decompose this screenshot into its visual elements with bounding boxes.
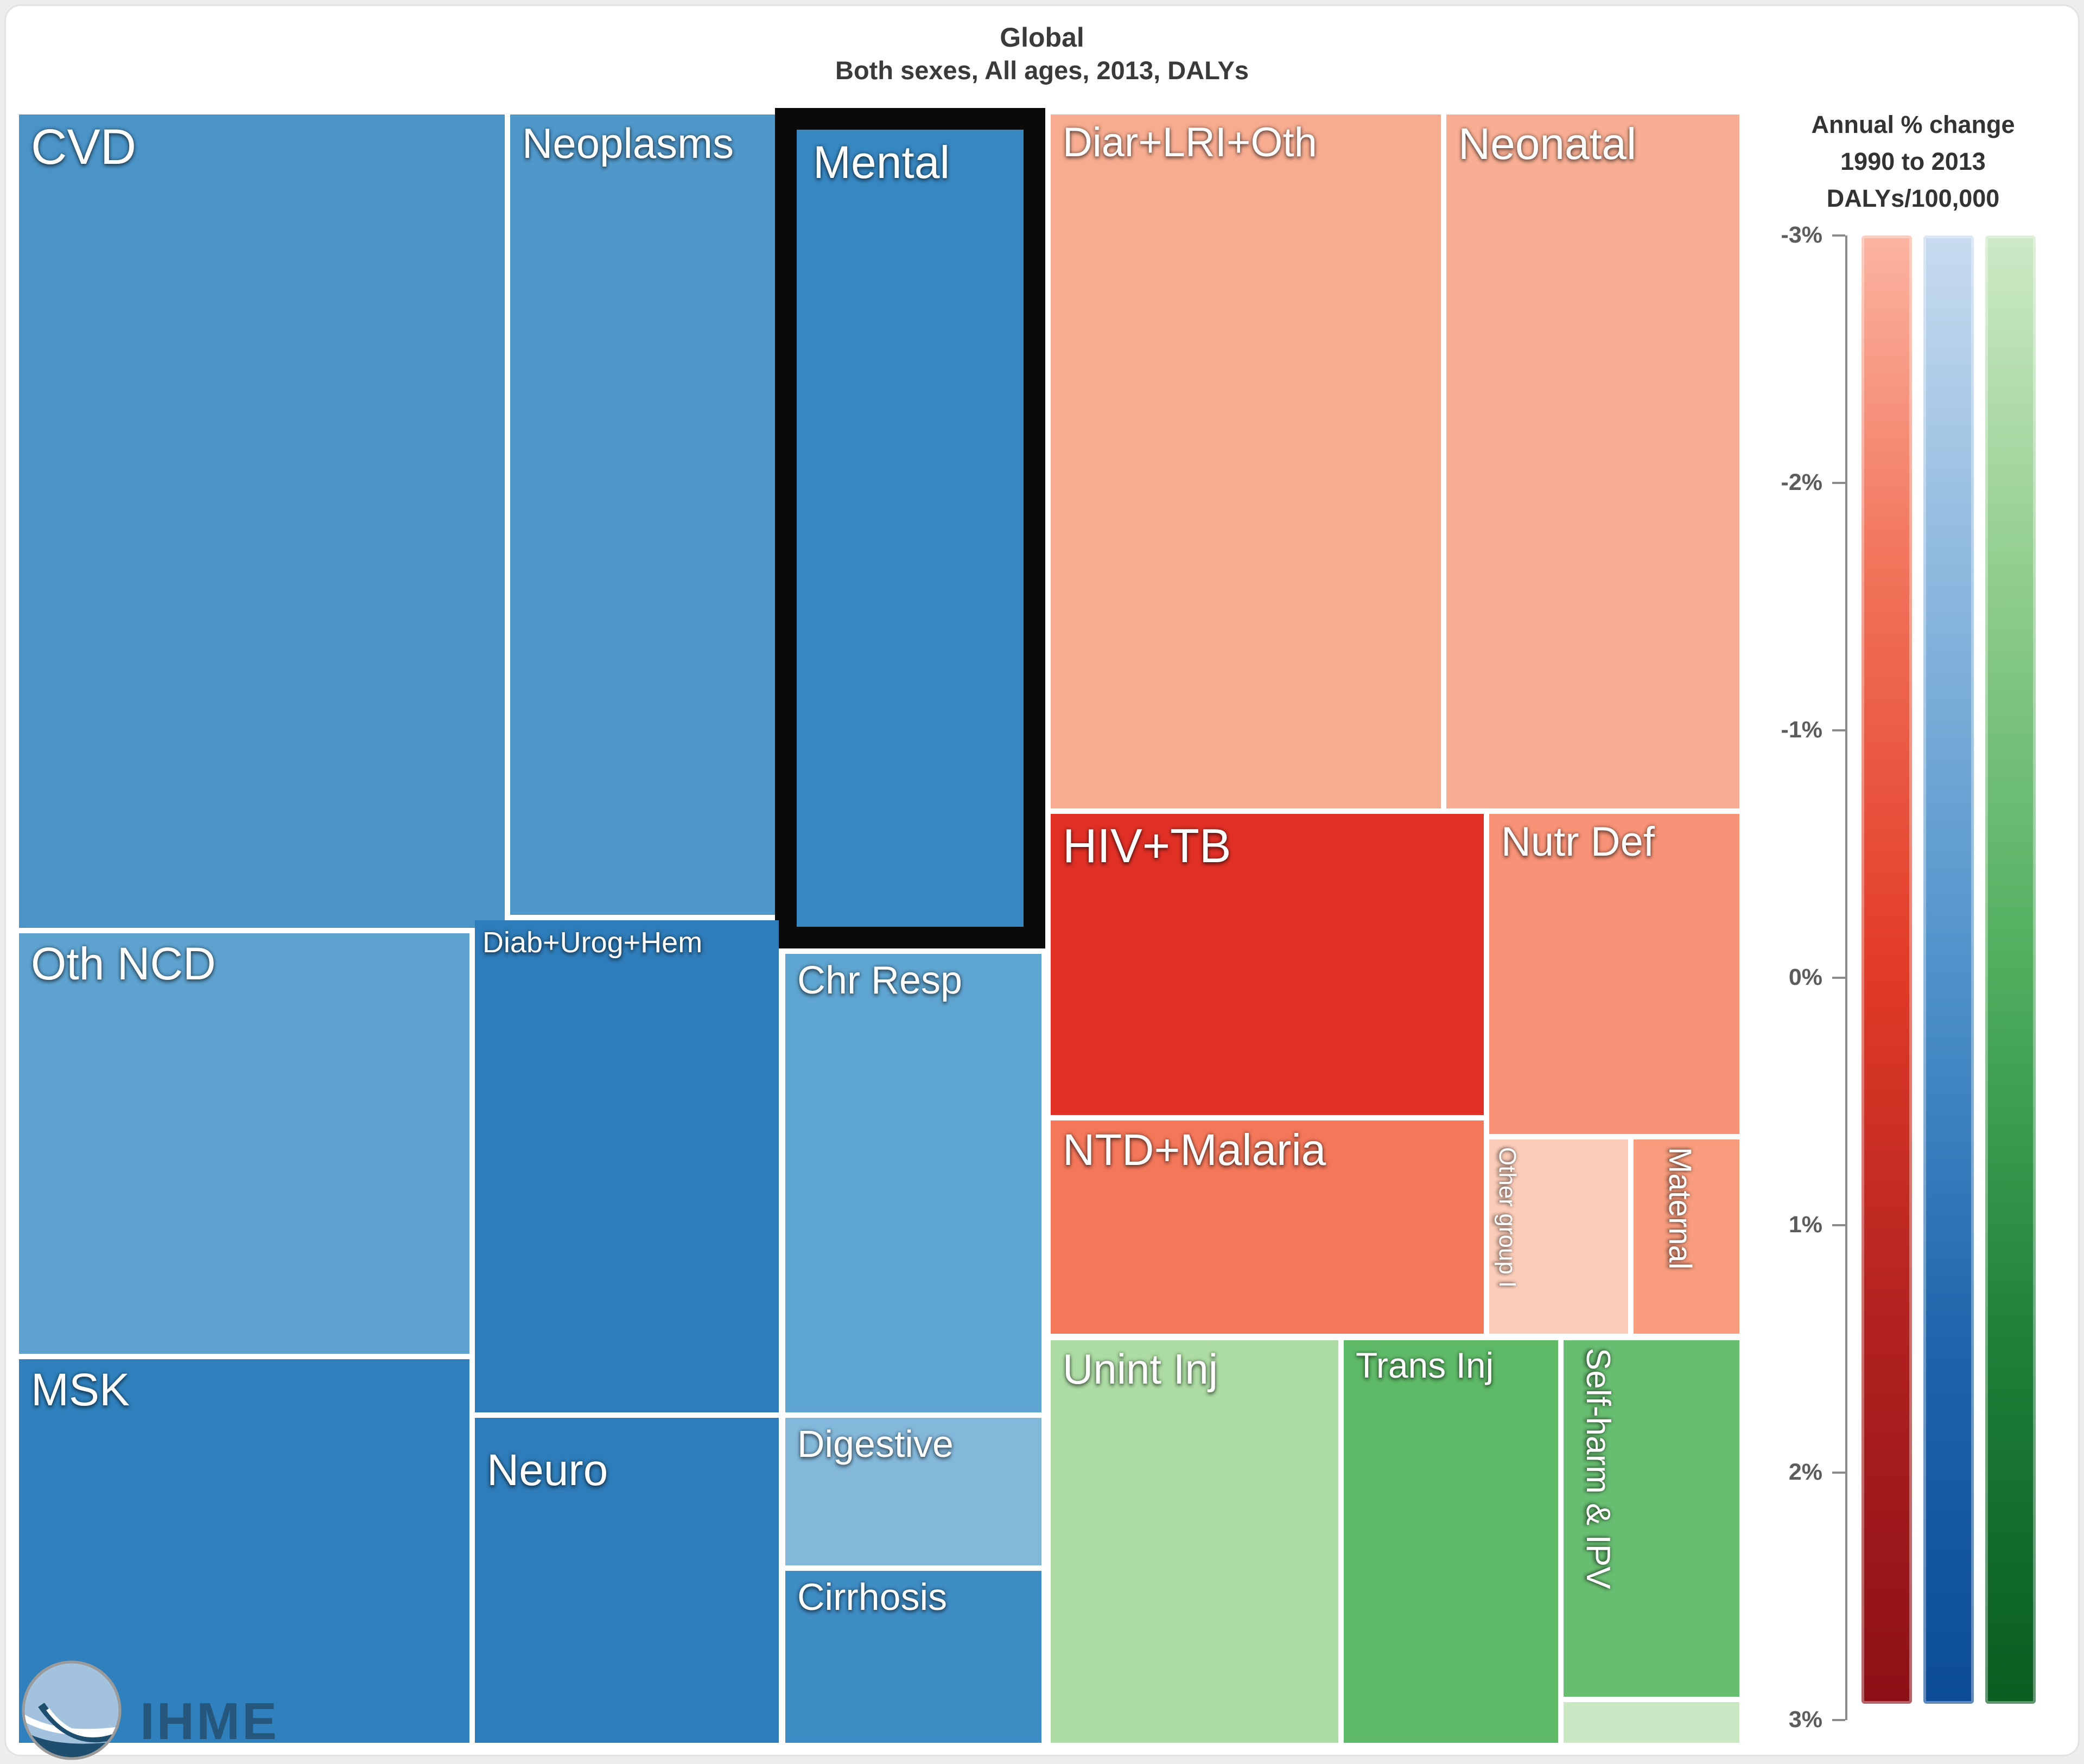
treemap-block-mental[interactable]: Mental [775, 108, 1045, 948]
treemap-block-label: Neonatal [1458, 119, 1637, 169]
legend-title: Annual % change 1990 to 2013 DALYs/100,0… [1761, 106, 2065, 217]
treemap-block-label: Cirrhosis [797, 1576, 948, 1618]
treemap-block-other-group-i[interactable]: Other group I [1489, 1139, 1628, 1334]
treemap-block-neonatal[interactable]: Neonatal [1446, 114, 1739, 808]
treemap-block-label: Trans Inj [1356, 1345, 1494, 1385]
legend-tick [1832, 977, 1845, 979]
treemap-block-label: Chr Resp [797, 959, 963, 1002]
treemap-block-diab-urog-hem[interactable]: Diab+Urog+Hem [475, 920, 779, 1412]
treemap-block-label: CVD [31, 119, 137, 175]
legend-tick-label: -1% [1781, 717, 1822, 743]
chart-title: Global [1000, 22, 1084, 53]
legend-bar-red-gradient [1861, 235, 1912, 1704]
legend-title-line-2: 1990 to 2013 [1840, 148, 1986, 175]
legend-tick-label: 0% [1788, 964, 1822, 990]
treemap-block-label: Oth NCD [31, 938, 216, 989]
legend-bar-green-gradient [1985, 235, 2036, 1704]
treemap-block-unint-inj[interactable]: Unint Inj [1051, 1340, 1338, 1743]
legend-title-line-1: Annual % change [1811, 111, 2015, 138]
treemap-block-cvd[interactable]: CVD [19, 114, 505, 928]
treemap-block-label: Other group I [1494, 1147, 1521, 1288]
treemap-block-label: Nutr Def [1501, 819, 1655, 865]
chart-title-block: Global Both sexes, All ages, 2013, DALYs [0, 21, 2084, 87]
legend-tick [1832, 1472, 1845, 1474]
treemap-block-label: NTD+Malaria [1063, 1125, 1326, 1175]
chart-subtitle: Both sexes, All ages, 2013, DALYs [835, 56, 1249, 85]
treemap-block-chr-resp[interactable]: Chr Resp [785, 954, 1041, 1412]
legend-tick [1832, 234, 1845, 237]
treemap-block-cirrhosis[interactable]: Cirrhosis [785, 1571, 1041, 1743]
legend-tick-label: 2% [1788, 1459, 1822, 1485]
treemap-block-maternal[interactable]: Maternal [1634, 1139, 1739, 1334]
treemap-block-label: Diab+Urog+Hem [482, 926, 703, 959]
treemap-block-label: HIV+TB [1063, 819, 1231, 873]
legend-title-line-3: DALYs/100,000 [1826, 184, 2000, 212]
treemap-block-label: Neuro [487, 1445, 608, 1495]
treemap-block-neuro[interactable]: Neuro [475, 1418, 779, 1743]
treemap-block-label: Self-harm & IPV [1579, 1348, 1617, 1589]
treemap-block-label: MSK [31, 1364, 130, 1415]
treemap-block-nutr-def[interactable]: Nutr Def [1489, 814, 1739, 1134]
treemap-block-label: Maternal [1662, 1147, 1698, 1270]
treemap-block-label: Digestive [797, 1423, 954, 1465]
treemap-block-label: Neoplasms [522, 119, 734, 167]
legend-tick-label: 1% [1788, 1212, 1822, 1238]
treemap-block-label: Unint Inj [1063, 1345, 1218, 1393]
treemap-block-label: Diar+LRI+Oth [1063, 119, 1317, 165]
treemap-block-self-harm-ipv[interactable]: Self-harm & IPV [1564, 1340, 1739, 1697]
treemap-block-trans-inj[interactable]: Trans Inj [1344, 1340, 1558, 1743]
treemap-block-neoplasms[interactable]: Neoplasms [510, 114, 779, 915]
legend-tick-label: 3% [1788, 1706, 1822, 1733]
legend-tick-label: -2% [1781, 469, 1822, 495]
legend-tick [1832, 482, 1845, 484]
treemap-block-label: Mental [813, 137, 950, 188]
treemap-block-diar-lri-oth[interactable]: Diar+LRI+Oth [1051, 114, 1441, 808]
treemap-block-other-inj[interactable] [1564, 1702, 1739, 1743]
legend-tick [1832, 1224, 1845, 1226]
legend-bar-blue-gradient [1923, 235, 1974, 1704]
legend-tick [1832, 729, 1845, 731]
treemap-block-digestive[interactable]: Digestive [785, 1418, 1041, 1565]
ihme-logo-icon [20, 1659, 124, 1764]
legend-axis-line [1845, 235, 1847, 1720]
treemap-block-oth-ncd[interactable]: Oth NCD [19, 933, 469, 1354]
treemap-block-ntd-malaria[interactable]: NTD+Malaria [1051, 1120, 1484, 1334]
legend-tick-label: -3% [1781, 222, 1822, 248]
treemap-block-hiv-tb[interactable]: HIV+TB [1051, 814, 1484, 1115]
legend-tick [1832, 1719, 1845, 1721]
ihme-logo-text: IHME [140, 1692, 279, 1750]
